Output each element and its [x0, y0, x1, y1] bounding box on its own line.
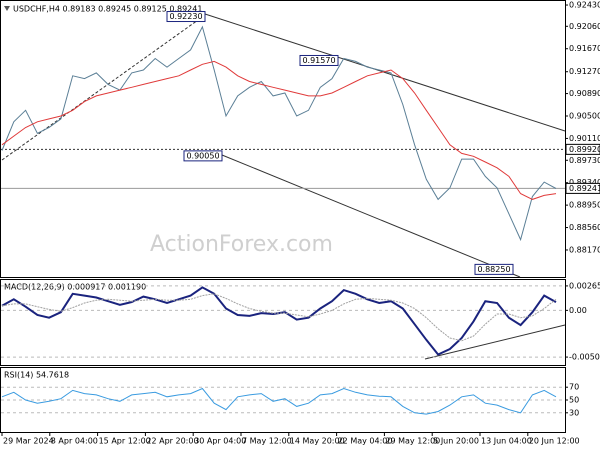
x-tick-label: 14 May 20:00 [290, 437, 345, 446]
main-panel [0, 0, 566, 278]
macd-title: MACD(12,26,9) 0.000917 0.001190 [4, 283, 146, 292]
y-tick-label: 0.91670 [569, 44, 600, 53]
annotation-label: 0.92230 [169, 12, 202, 21]
y-tick-label: 50 [569, 396, 579, 405]
channel-upper [204, 13, 566, 132]
series-line [1, 25, 557, 242]
annotation-box [183, 150, 223, 162]
x-tick-label: 7 May 12:00 [242, 437, 292, 446]
level-label-box [565, 143, 600, 155]
y-tick-label: 0.89730 [569, 156, 600, 165]
x-tick-label: 20 Jun 12:00 [529, 437, 580, 446]
chart-title: USDCHF,H4 0.89183 0.89245 0.89125 0.8924… [13, 5, 202, 14]
annotation-box [474, 263, 514, 275]
annotation-box [166, 11, 206, 23]
y-tick-label: 0.89340 [569, 178, 600, 187]
x-tick-label: 8 Apr 04:00 [51, 437, 98, 446]
y-tick-label: 0.91270 [569, 67, 600, 76]
channel-lower [221, 154, 521, 278]
watermark: ActionForex.com [150, 232, 333, 257]
macd-trend-line [424, 324, 566, 360]
y-tick-label: 0.88170 [569, 245, 600, 254]
trend-line [1, 14, 206, 161]
last-price-box [565, 182, 600, 194]
annotation-label: 0.88250 [477, 265, 510, 274]
x-tick-label: 29 May 12:00 [385, 437, 440, 446]
y-tick-label: 0.88560 [569, 223, 600, 232]
series-line [1, 293, 557, 342]
y-tick-label: 70 [569, 383, 579, 392]
y-tick-label: 0.002657 [569, 281, 600, 290]
x-tick-label: 5 Jun 20:00 [433, 437, 479, 446]
annotation-label: 0.90050 [186, 151, 219, 160]
annotation-label: 0.91570 [302, 56, 335, 65]
y-tick-label: 0.90890 [569, 89, 600, 98]
last-price-label: 0.89241 [569, 184, 600, 193]
level-label: 0.89920 [569, 145, 600, 154]
x-tick-label: 13 Jun 04:00 [481, 437, 532, 446]
x-tick-label: 15 Apr 12:00 [99, 437, 151, 446]
y-tick-label: 0.90110 [569, 134, 600, 143]
series-line [1, 60, 557, 200]
y-tick-label: 0.00 [569, 306, 587, 315]
macd-panel [0, 279, 566, 366]
y-tick-label: 0.90500 [569, 112, 600, 121]
series-line [1, 387, 557, 415]
x-tick-label: 22 Apr 20:00 [146, 437, 198, 446]
rsi-title: RSI(14) 54.7618 [4, 371, 69, 380]
series-line [1, 286, 557, 356]
y-tick-label: 0.92060 [569, 22, 600, 31]
y-tick-label: 0.88950 [569, 201, 600, 210]
x-tick-label: 22 May 04:00 [338, 437, 393, 446]
y-tick-label: 30 [569, 408, 579, 417]
x-tick-label: 29 Mar 2024 [3, 437, 54, 446]
symbol-icon [4, 6, 10, 11]
x-tick-label: 30 Apr 04:00 [194, 437, 246, 446]
y-tick-label: 0.92430 [569, 1, 600, 10]
y-tick-label: -0.005078 [569, 353, 600, 362]
annotation-box [299, 54, 339, 66]
